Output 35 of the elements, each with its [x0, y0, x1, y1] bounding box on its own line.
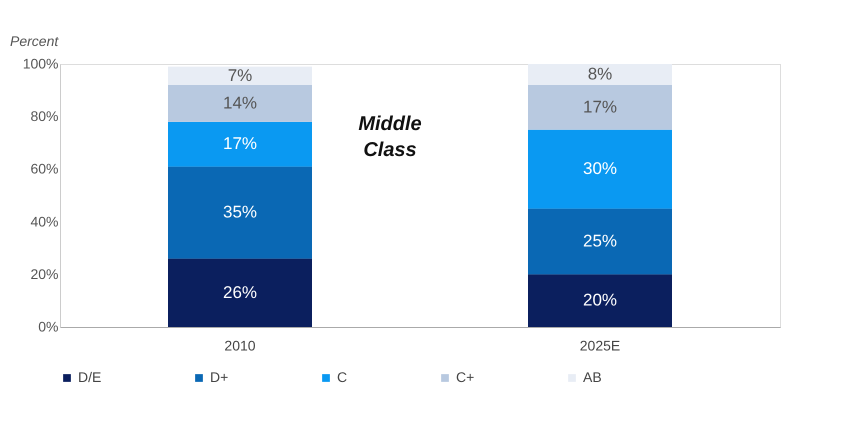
bar	[528, 85, 672, 130]
legend-label: C+	[456, 369, 474, 385]
data-label: 17%	[582, 97, 618, 116]
y-tick-label: 80%	[30, 108, 58, 124]
bar	[168, 66, 312, 86]
annotation: Middle Class	[358, 113, 422, 161]
data-label: 25%	[582, 232, 618, 251]
bar	[528, 208, 672, 274]
bar	[168, 258, 312, 327]
data-label: 30%	[582, 159, 618, 178]
y-tick-label: 0%	[38, 318, 58, 334]
data-label: 35%	[222, 202, 258, 222]
data-label: 14%	[222, 93, 258, 112]
legend-label: C	[337, 369, 348, 385]
data-label: 20%	[582, 290, 618, 310]
bar	[528, 274, 672, 327]
bar	[528, 64, 672, 86]
x-tick-label: 2010	[224, 338, 256, 354]
data-label: 17%	[222, 134, 258, 154]
data-label: 26%	[222, 282, 258, 302]
data-label: 7%	[228, 66, 252, 85]
legend-label: D/E	[78, 369, 102, 385]
y-tick-label: 60%	[30, 160, 58, 177]
bar	[168, 166, 312, 259]
bar	[168, 85, 312, 122]
y-tick-label: 20%	[30, 266, 58, 282]
data-label: 8%	[588, 64, 612, 84]
x-tick-label: 2025E	[580, 338, 620, 354]
bar	[168, 122, 312, 167]
bar	[528, 130, 672, 209]
y-tick-label: 40%	[30, 213, 58, 230]
legend-label: D+	[210, 369, 228, 385]
legend-label: AB	[583, 369, 602, 385]
y-axis-title: Percent	[10, 33, 60, 49]
y-tick-label: 100%	[22, 56, 58, 72]
